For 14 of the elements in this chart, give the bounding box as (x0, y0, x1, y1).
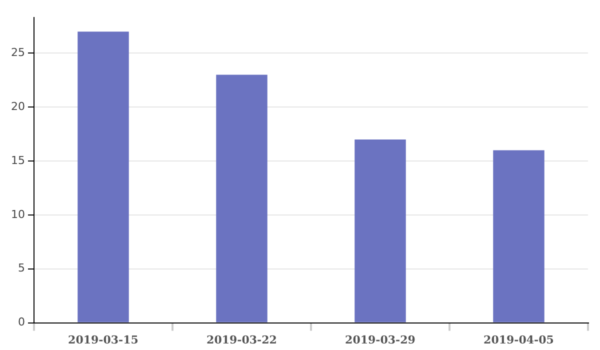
x-tick-label: 2019-04-05 (484, 333, 554, 346)
bar (78, 32, 129, 322)
x-tick-label: 2019-03-15 (68, 333, 138, 346)
y-tick-label: 15 (10, 154, 25, 167)
y-tick-label: 10 (10, 208, 25, 221)
y-tick-label: 25 (10, 46, 25, 60)
bar (493, 150, 544, 322)
bar (216, 74, 268, 322)
bar (354, 139, 406, 322)
y-tick-label: 5 (18, 262, 25, 275)
x-tick-label: 2019-03-22 (206, 333, 277, 346)
y-tick-label: 0 (18, 316, 25, 329)
y-tick-label: 20 (10, 100, 25, 113)
x-tick-label: 2019-03-29 (345, 333, 416, 346)
